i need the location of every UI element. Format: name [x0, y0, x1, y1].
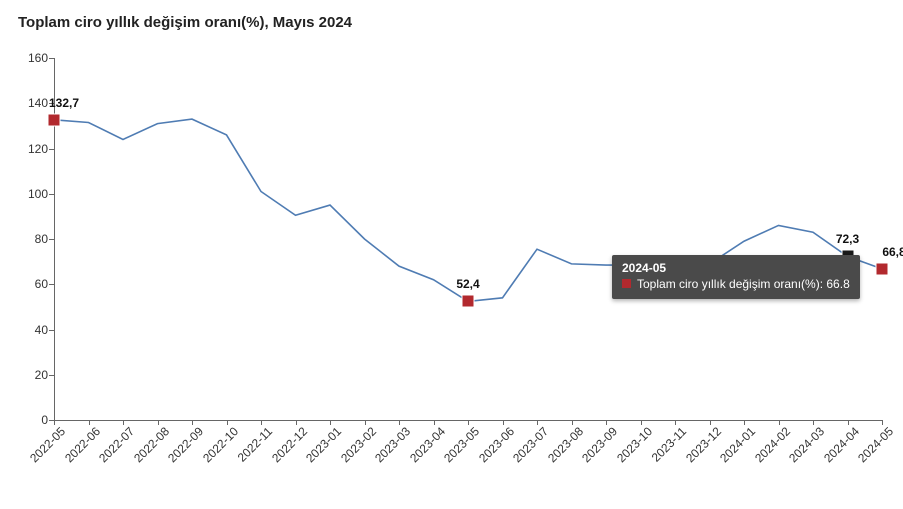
x-tick-label: 2023-03 [368, 420, 413, 465]
data-marker[interactable] [48, 113, 61, 126]
x-tick-label: 2023-04 [402, 420, 447, 465]
chart-title: Toplam ciro yıllık değişim oranı(%), May… [18, 14, 352, 31]
data-label: 132,7 [49, 96, 79, 110]
data-marker[interactable] [462, 295, 475, 308]
y-tick-label: 40 [35, 323, 54, 337]
tooltip: 2024-05 Toplam ciro yıllık değişim oranı(… [612, 255, 860, 299]
x-tick-label: 2023-01 [299, 420, 344, 465]
x-tick-label: 2023-05 [437, 420, 482, 465]
x-tick-label: 2023-07 [506, 420, 551, 465]
data-label: 52,4 [456, 277, 479, 291]
y-tick-label: 60 [35, 277, 54, 291]
x-tick-label: 2022-10 [195, 420, 240, 465]
tooltip-text: Toplam ciro yıllık değişim oranı(%): 66.… [637, 277, 850, 291]
chart-container: Toplam ciro yıllık değişim oranı(%), May… [0, 0, 903, 509]
x-tick-label: 2022-08 [126, 420, 171, 465]
x-tick-label: 2024-05 [851, 420, 896, 465]
y-tick-label: 100 [28, 187, 54, 201]
data-marker[interactable] [876, 262, 889, 275]
x-tick-label: 2023-12 [678, 420, 723, 465]
x-tick-label: 2023-11 [644, 420, 689, 465]
x-tick-label: 2023-10 [609, 420, 654, 465]
x-tick-label: 2022-09 [161, 420, 206, 465]
x-tick-label: 2022-11 [230, 420, 275, 465]
x-tick-label: 2024-03 [782, 420, 827, 465]
x-tick-label: 2023-06 [471, 420, 516, 465]
x-tick-label: 2024-01 [713, 420, 758, 465]
x-tick-label: 2022-06 [57, 420, 102, 465]
y-tick-label: 120 [28, 142, 54, 156]
data-label: 72,3 [836, 232, 859, 246]
x-tick-label: 2022-05 [23, 420, 68, 465]
y-tick-label: 160 [28, 51, 54, 65]
x-tick-label: 2022-12 [264, 420, 309, 465]
tooltip-title: 2024-05 [622, 261, 850, 275]
line-layer [54, 58, 882, 420]
x-tick-label: 2023-09 [575, 420, 620, 465]
x-tick-label: 2022-07 [92, 420, 137, 465]
tooltip-swatch [622, 279, 631, 288]
data-label: 66,8 [882, 245, 903, 259]
plot-area: 0204060801001201401602022-052022-062022-… [54, 58, 882, 420]
y-tick-label: 20 [35, 368, 54, 382]
tooltip-row: Toplam ciro yıllık değişim oranı(%): 66.… [622, 277, 850, 291]
y-tick-label: 80 [35, 232, 54, 246]
x-tick-label: 2023-08 [540, 420, 585, 465]
x-tick-label: 2024-04 [816, 420, 861, 465]
x-tick-label: 2024-02 [747, 420, 792, 465]
x-tick-label: 2023-02 [333, 420, 378, 465]
